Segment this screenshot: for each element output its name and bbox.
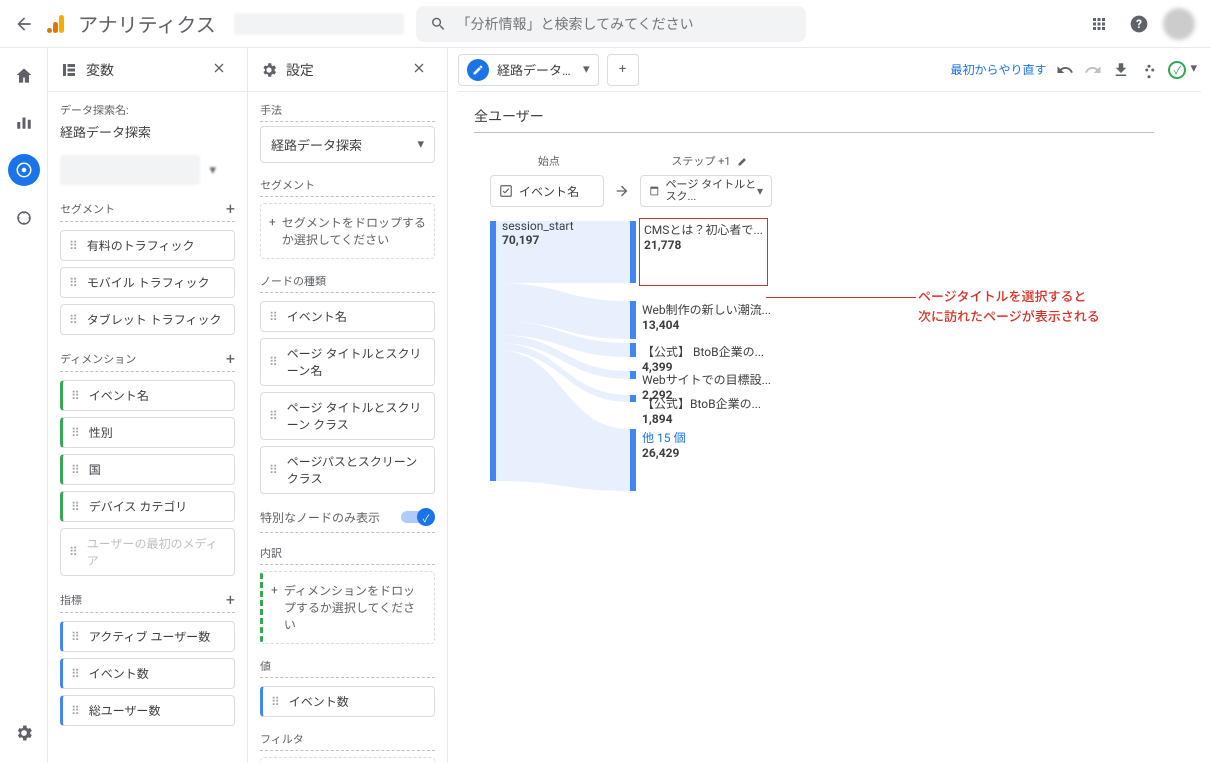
segment-chip[interactable]: ⠿モバイル トラフィック bbox=[60, 267, 235, 298]
technique-select[interactable]: 経路データ探索▾ bbox=[260, 126, 435, 163]
dimension-chip[interactable]: ⠿性別 bbox=[60, 417, 235, 448]
variables-title: 変数 bbox=[86, 60, 211, 80]
search-input[interactable] bbox=[456, 16, 791, 32]
back-button[interactable] bbox=[12, 12, 36, 36]
share-button[interactable] bbox=[1140, 61, 1158, 79]
node-type-chip[interactable]: ⠿ページ タイトルとスクリーン クラス bbox=[260, 392, 435, 440]
breakdown-dropzone[interactable]: +ディメンションをドロップするか選択してください bbox=[260, 571, 435, 644]
nav-advertising[interactable] bbox=[10, 204, 38, 232]
values-label: 値 bbox=[260, 658, 271, 674]
add-segment[interactable]: + bbox=[226, 199, 235, 218]
property-selector[interactable] bbox=[234, 13, 404, 35]
settings-icon bbox=[260, 61, 278, 79]
breakdown-label: 内訳 bbox=[260, 545, 282, 561]
reset-link[interactable]: 最初からやり直す bbox=[950, 61, 1046, 78]
apps-icon[interactable] bbox=[1079, 4, 1119, 44]
settings-panel: 設定 手法 経路データ探索▾ セグメント +セグメントをドロップするか選択してく… bbox=[248, 48, 448, 763]
technique-label: 手法 bbox=[260, 102, 282, 118]
undo-button[interactable] bbox=[1056, 61, 1074, 79]
unique-nodes-toggle[interactable]: ✓ bbox=[401, 508, 435, 526]
settings-title: 設定 bbox=[286, 60, 411, 80]
annotation-connector bbox=[766, 297, 916, 298]
status-indicator[interactable]: ✓▾ bbox=[1168, 61, 1197, 79]
node-type-chip[interactable]: ⠿ページ タイトルとスクリーン名 bbox=[260, 338, 435, 386]
source-name: session_start bbox=[502, 219, 574, 233]
target-node[interactable]: CMSとは？初心者で...21,778 bbox=[630, 221, 765, 283]
close-variables[interactable] bbox=[211, 60, 235, 80]
metric-chip[interactable]: ⠿イベント数 bbox=[60, 658, 235, 689]
nav-explore[interactable] bbox=[8, 154, 40, 186]
unique-nodes-label: 特別なノードのみ表示 bbox=[260, 509, 380, 526]
section-title: 全ユーザー bbox=[474, 106, 1154, 133]
value-chip[interactable]: ⠿イベント数 bbox=[260, 686, 435, 717]
start-node-selector[interactable]: イベント名 bbox=[490, 175, 604, 207]
target-node[interactable]: 他 15 個26,429 bbox=[630, 429, 685, 491]
target-node[interactable]: 【公式】BtoB企業の...1,894 bbox=[630, 395, 761, 426]
edit-icon bbox=[467, 59, 489, 81]
target-node[interactable]: 【公式】 BtoB企業の...4,399 bbox=[630, 343, 764, 374]
variables-icon bbox=[60, 61, 78, 79]
arrow-icon bbox=[614, 183, 630, 199]
dimension-chip[interactable]: ⠿イベント名 bbox=[60, 380, 235, 411]
metric-section-label: 指標 bbox=[60, 592, 82, 608]
metric-chip[interactable]: ⠿アクティブ ユーザー数 bbox=[60, 621, 235, 652]
dimension-chip[interactable]: ⠿ユーザーの最初のメディア bbox=[60, 528, 235, 576]
help-icon[interactable]: ? bbox=[1119, 4, 1159, 44]
dimension-chip[interactable]: ⠿国 bbox=[60, 454, 235, 485]
exploration-tab[interactable]: 経路データ探... ▾ bbox=[458, 54, 599, 86]
analytics-logo bbox=[44, 12, 68, 36]
source-value: 70,197 bbox=[502, 233, 574, 247]
filter-dropzone[interactable]: +ディメンションや指標をドロップするか選択してください bbox=[260, 757, 435, 763]
app-title: アナリティクス bbox=[78, 9, 216, 38]
segment-section-label: セグメント bbox=[60, 201, 115, 217]
settings-segment-label: セグメント bbox=[260, 177, 315, 193]
source-bar[interactable] bbox=[490, 221, 496, 481]
nav-reports[interactable] bbox=[10, 108, 38, 136]
segment-chip[interactable]: ⠿タブレット トラフィック bbox=[60, 304, 235, 335]
node-type-chip[interactable]: ⠿ページパスとスクリーン クラス bbox=[260, 446, 435, 494]
search-box[interactable] bbox=[416, 6, 806, 42]
exploration-name[interactable]: 経路データ探索 bbox=[60, 122, 235, 141]
exploration-name-label: データ探索名: bbox=[60, 102, 235, 118]
search-icon bbox=[430, 15, 447, 33]
canvas: 経路データ探... ▾ + 最初からやり直す ✓▾ 全ユーザー 始点 ステップ … bbox=[448, 48, 1211, 763]
add-metric[interactable]: + bbox=[226, 590, 235, 609]
filter-label: フィルタ bbox=[260, 731, 304, 747]
variables-panel: 変数 データ探索名: 経路データ探索 セグメント + ⠿有料のトラフィック ⠿モバイ… bbox=[48, 48, 248, 763]
node-type-chip[interactable]: ⠿イベント名 bbox=[260, 301, 435, 332]
nav-admin[interactable] bbox=[10, 719, 38, 747]
column-step-label: ステップ +1 bbox=[650, 153, 770, 169]
close-settings[interactable] bbox=[411, 60, 435, 80]
target-node[interactable]: Web制作の新しい潮流...13,404 bbox=[630, 301, 771, 339]
step-node-selector[interactable]: ページ タイトルとスク... ▾ bbox=[640, 175, 772, 207]
nav-home[interactable] bbox=[10, 62, 38, 90]
segment-chip[interactable]: ⠿有料のトラフィック bbox=[60, 230, 235, 261]
node-type-label: ノードの種類 bbox=[260, 273, 326, 289]
dimension-chip[interactable]: ⠿デバイス カテゴリ bbox=[60, 491, 235, 522]
segment-dropzone[interactable]: +セグメントをドロップするか選択してください bbox=[260, 203, 435, 259]
add-dimension[interactable]: + bbox=[226, 349, 235, 368]
annotation-text: ページタイトルを選択すると 次に訪れたページが表示される bbox=[918, 288, 1100, 327]
page-icon bbox=[649, 184, 660, 198]
metric-chip[interactable]: ⠿総ユーザー数 bbox=[60, 695, 235, 726]
redo-button[interactable] bbox=[1084, 61, 1102, 79]
svg-text:?: ? bbox=[1136, 17, 1142, 31]
download-button[interactable] bbox=[1112, 61, 1130, 79]
date-range-selector[interactable] bbox=[60, 155, 200, 185]
event-icon bbox=[499, 184, 513, 198]
add-tab-button[interactable]: + bbox=[607, 54, 639, 86]
column-start-label: 始点 bbox=[494, 153, 604, 169]
dimension-section-label: ディメンション bbox=[60, 351, 136, 367]
edit-step-icon[interactable] bbox=[737, 155, 749, 167]
account-avatar[interactable] bbox=[1159, 4, 1199, 44]
